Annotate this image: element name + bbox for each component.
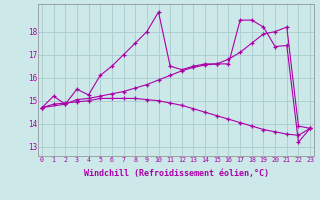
X-axis label: Windchill (Refroidissement éolien,°C): Windchill (Refroidissement éolien,°C) bbox=[84, 169, 268, 178]
